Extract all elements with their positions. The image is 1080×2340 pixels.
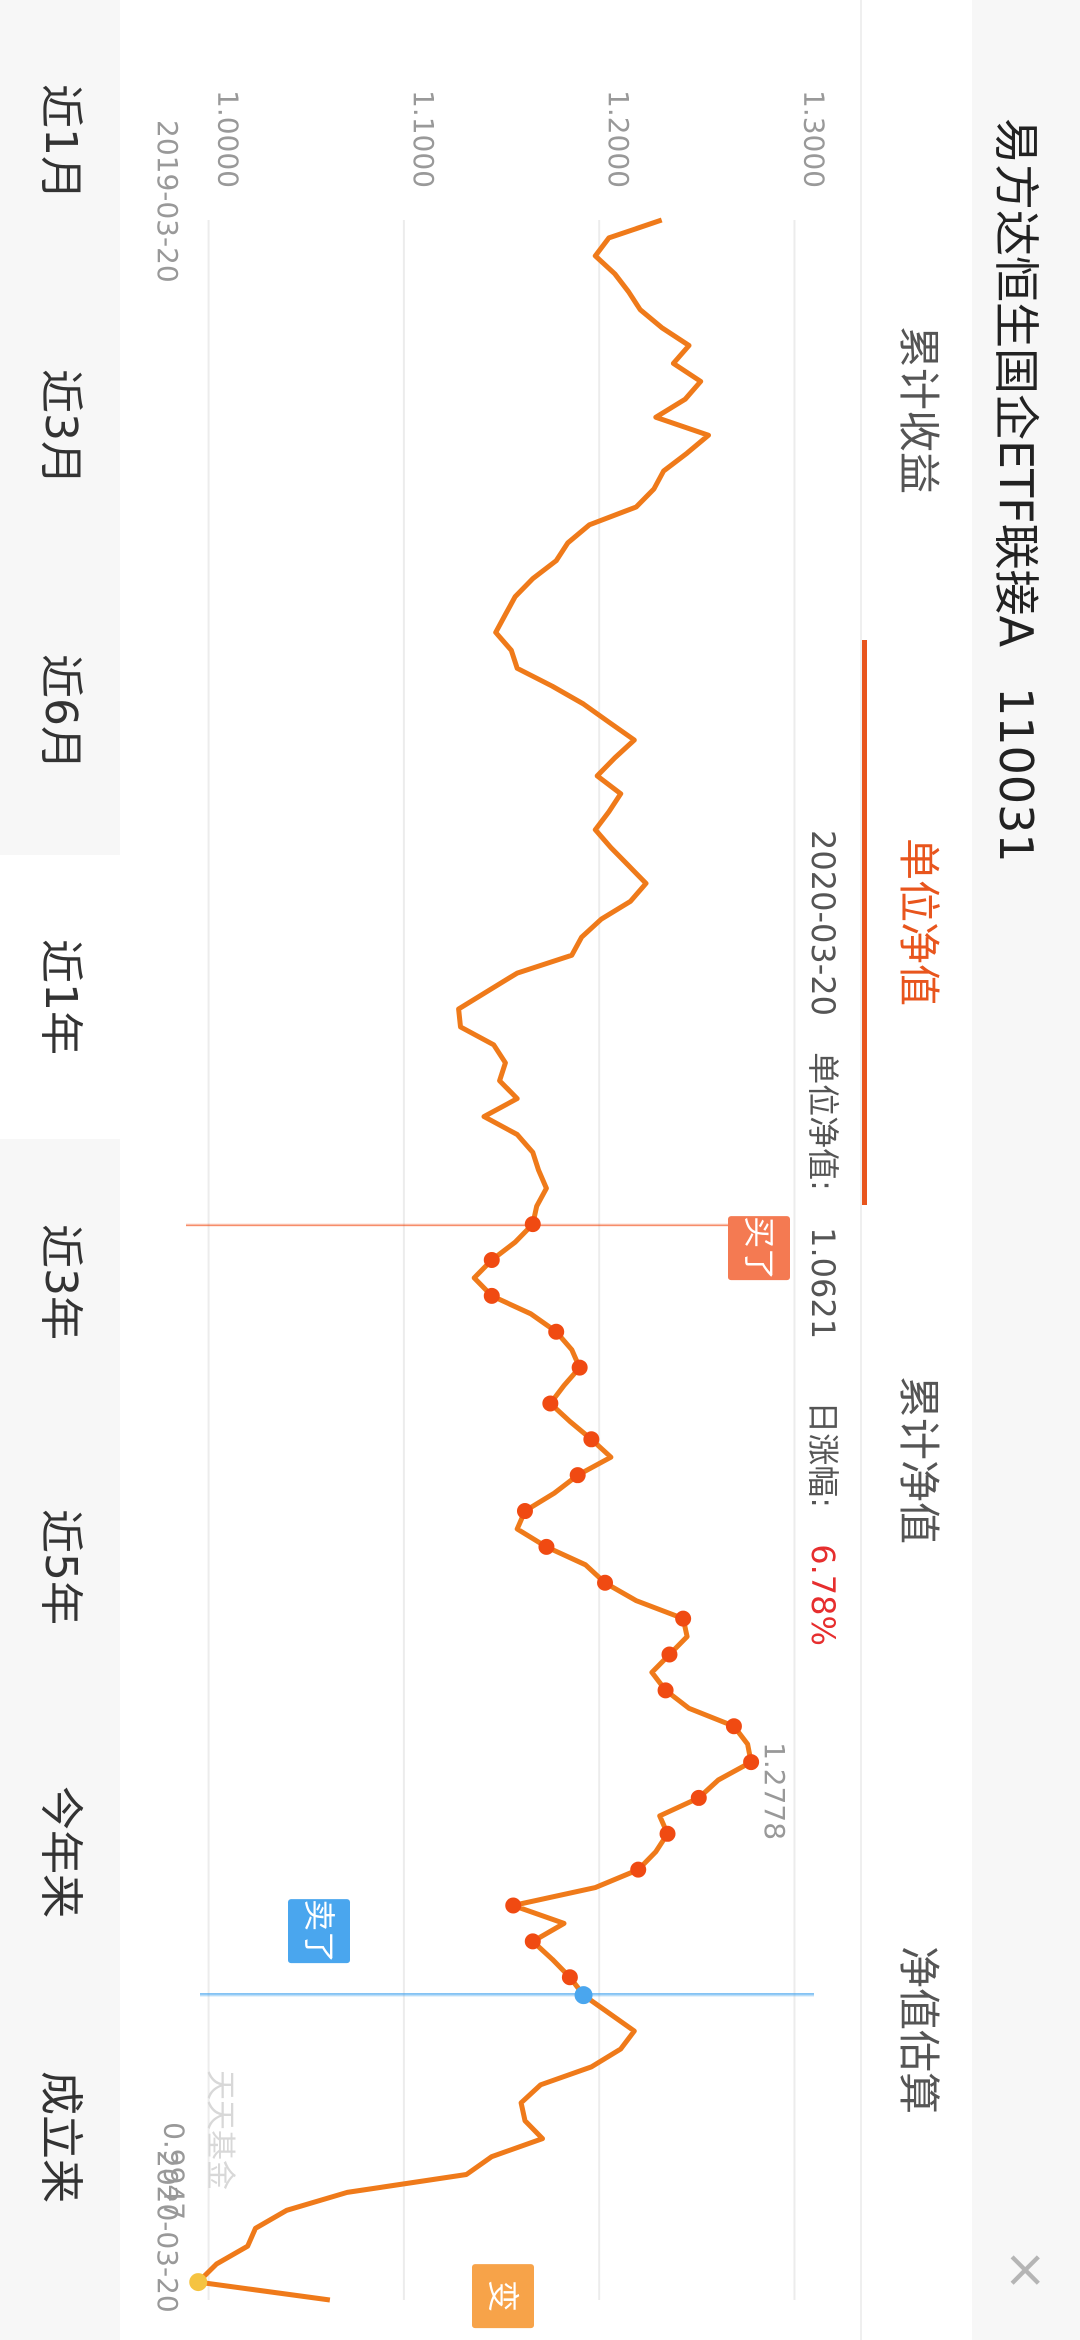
tab-unit-nav[interactable]: 单位净值 <box>894 837 943 1006</box>
chart-tabs: 累计收益 单位净值 累计净值 净值估算 <box>860 0 972 2340</box>
period-3m[interactable]: 近3月 <box>35 369 86 485</box>
tab-nav-estimate[interactable]: 净值估算 <box>894 1945 943 2114</box>
close-icon[interactable]: × <box>996 2248 1056 2292</box>
buy-point <box>690 1789 707 1806</box>
y-tick-label: 1.1000 <box>407 90 440 188</box>
buy-point <box>561 1969 578 1986</box>
tab-cumulative-return[interactable]: 累计收益 <box>894 325 943 494</box>
x-tick-label-start: 2019-03-20 <box>151 120 184 283</box>
nav-chart[interactable]: 1.0000 1.1000 1.2000 1.3000 2019-03-20 2020-0… <box>120 0 850 2340</box>
buy-badge: 买了 <box>740 1216 778 1280</box>
buy-point <box>743 1754 760 1771</box>
y-tick-label: 1.3000 <box>797 90 830 188</box>
max-value-label: 1.2778 <box>758 1742 791 1840</box>
period-3y[interactable]: 近3年 <box>35 1224 86 1340</box>
buy-badge-bg <box>728 1216 790 1281</box>
header: 易方达恒生国企ETF联接A 110031 × <box>972 0 1080 2340</box>
tab-cumulative-nav[interactable]: 累计净值 <box>894 1375 943 1544</box>
buy-point <box>571 1359 588 1376</box>
buy-point <box>483 1252 500 1268</box>
period-6m[interactable]: 近6月 <box>35 654 86 770</box>
period-ytd[interactable]: 今年来 <box>35 1786 86 1918</box>
change-badge: 变 <box>484 2280 522 2312</box>
watermark-text: 天天基金 <box>202 2070 237 2190</box>
period-5y[interactable]: 近5年 <box>35 1509 86 1625</box>
sell-guide-line <box>200 1993 814 1998</box>
buy-point <box>659 1825 676 1842</box>
buy-point <box>569 1467 586 1484</box>
page-title: 易方达恒生国企ETF联接A 110031 <box>986 118 1052 863</box>
period-1m[interactable]: 近1月 <box>35 84 86 200</box>
period-selector: 近1月 近3月 近6月 近1年 近3年 近5年 今年来 成立来 <box>0 0 120 2340</box>
change-point <box>189 2273 208 2292</box>
y-tick-label: 1.2000 <box>602 90 635 188</box>
buy-point <box>548 1323 565 1340</box>
buy-point <box>725 1718 742 1735</box>
x-tick-label-end: 2020-03-20 <box>151 2150 184 2313</box>
y-tick-label: 1.0000 <box>212 90 245 188</box>
period-since-inception[interactable]: 成立来 <box>35 2071 86 2203</box>
period-1y[interactable]: 近1年 <box>0 855 120 1139</box>
sell-badge-bg <box>288 1899 350 1964</box>
buy-point <box>538 1538 555 1555</box>
fund-code: 110031 <box>989 687 1043 863</box>
sell-point <box>574 1986 593 2005</box>
change-badge-bg <box>472 2264 534 2329</box>
active-tab-indicator <box>862 640 867 1205</box>
buy-point <box>483 1287 500 1304</box>
buy-point <box>597 1574 614 1591</box>
buy-guide-line <box>186 1223 790 1227</box>
buy-point <box>524 1216 541 1233</box>
buy-point <box>661 1646 678 1663</box>
fund-name: 易方达恒生国企ETF联接A <box>989 118 1043 648</box>
buy-point <box>542 1395 559 1412</box>
buy-point <box>630 1861 647 1878</box>
buy-point <box>583 1431 600 1448</box>
nav-series-line <box>195 217 754 2303</box>
buy-point <box>524 1933 541 1950</box>
buy-point <box>516 1503 533 1520</box>
buy-point <box>657 1682 674 1699</box>
sell-badge: 卖了 <box>300 1899 338 1963</box>
buy-point <box>505 1897 522 1914</box>
buy-point <box>675 1610 692 1627</box>
min-value-label: 0.9947 <box>157 2122 190 2220</box>
